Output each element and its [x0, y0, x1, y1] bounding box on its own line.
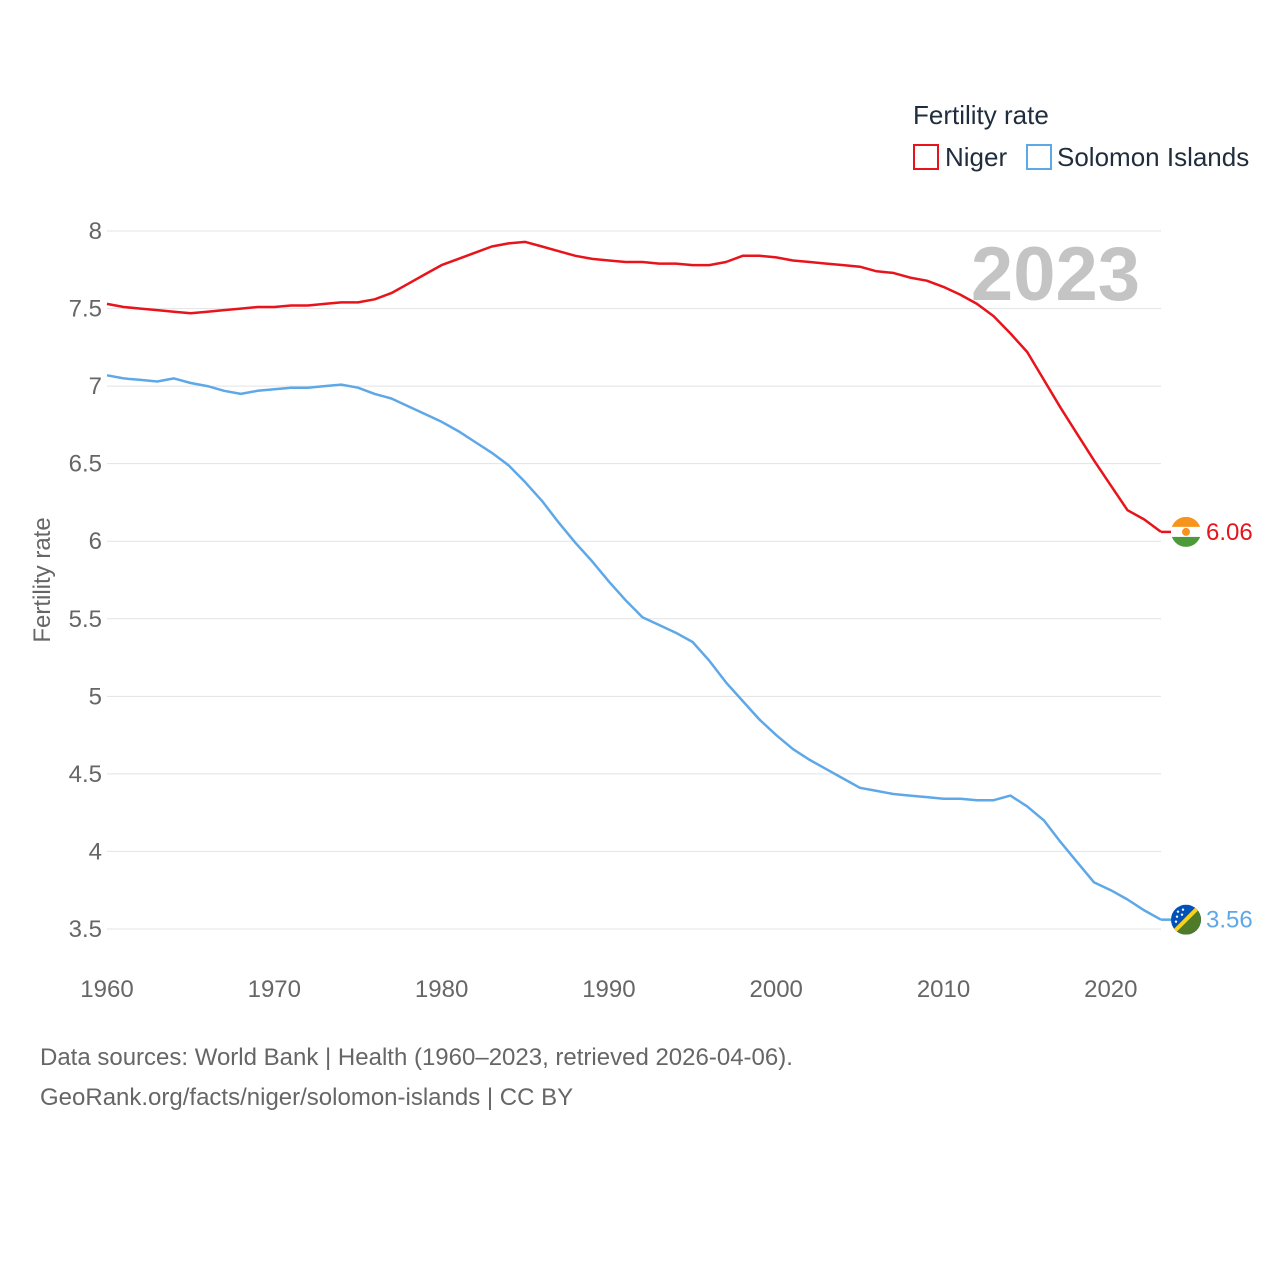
- y-tick-label: 5: [89, 683, 102, 710]
- y-tick-label: 7.5: [69, 296, 102, 323]
- niger-flag-icon: [1171, 516, 1201, 547]
- legend-label-niger[interactable]: Niger: [945, 142, 1007, 172]
- series-line-solomon-islands[interactable]: [106, 374, 1162, 921]
- legend-title: Fertility rate: [913, 100, 1049, 130]
- x-tick-label: 1990: [582, 976, 635, 1003]
- end-value-label: 6.06: [1206, 519, 1253, 546]
- y-tick-label: 7: [89, 373, 102, 400]
- y-axis-ticks: 3.5 4 4.5 5 5.5 6 6.5 7 7.5 8: [69, 218, 102, 943]
- y-tick-label: 8: [89, 218, 102, 245]
- y-tick-label: 3.5: [69, 916, 102, 943]
- y-tick-label: 6.5: [69, 451, 102, 478]
- y-tick-label: 4.5: [69, 761, 102, 788]
- year-watermark: 2023: [971, 232, 1140, 317]
- y-axis-title: Fertility rate: [29, 517, 56, 642]
- legend-label-solomon-islands[interactable]: Solomon Islands: [1057, 142, 1249, 172]
- x-tick-label: 2000: [750, 976, 803, 1003]
- x-tick-label: 1980: [415, 976, 468, 1003]
- x-tick-label: 1970: [248, 976, 301, 1003]
- x-axis-ticks: 1960 1970 1980 1990 2000 2010 2020: [80, 976, 1137, 1003]
- legend: Fertility rate Niger Solomon Islands: [913, 100, 1249, 172]
- end-value-label: 3.56: [1206, 907, 1253, 934]
- x-tick-label: 2020: [1084, 976, 1137, 1003]
- footer-credit[interactable]: GeoRank.org/facts/niger/solomon-islands …: [40, 1084, 574, 1111]
- y-tick-label: 4: [89, 838, 102, 865]
- series-lines: [106, 240, 1162, 921]
- y-tick-label: 5.5: [69, 606, 102, 633]
- legend-swatch-niger[interactable]: [913, 144, 939, 170]
- x-tick-label: 2010: [917, 976, 970, 1003]
- footer-source: Data sources: World Bank | Health (1960–…: [40, 1044, 793, 1071]
- y-tick-label: 6: [89, 528, 102, 555]
- end-markers: 6.06 3.56: [1161, 516, 1253, 935]
- series-line-niger[interactable]: [106, 240, 1162, 533]
- legend-swatch-solomon-islands[interactable]: [1026, 144, 1052, 170]
- solomon-islands-flag-icon: [1171, 904, 1201, 935]
- gridlines: [107, 230, 1161, 930]
- x-tick-label: 1960: [80, 976, 133, 1003]
